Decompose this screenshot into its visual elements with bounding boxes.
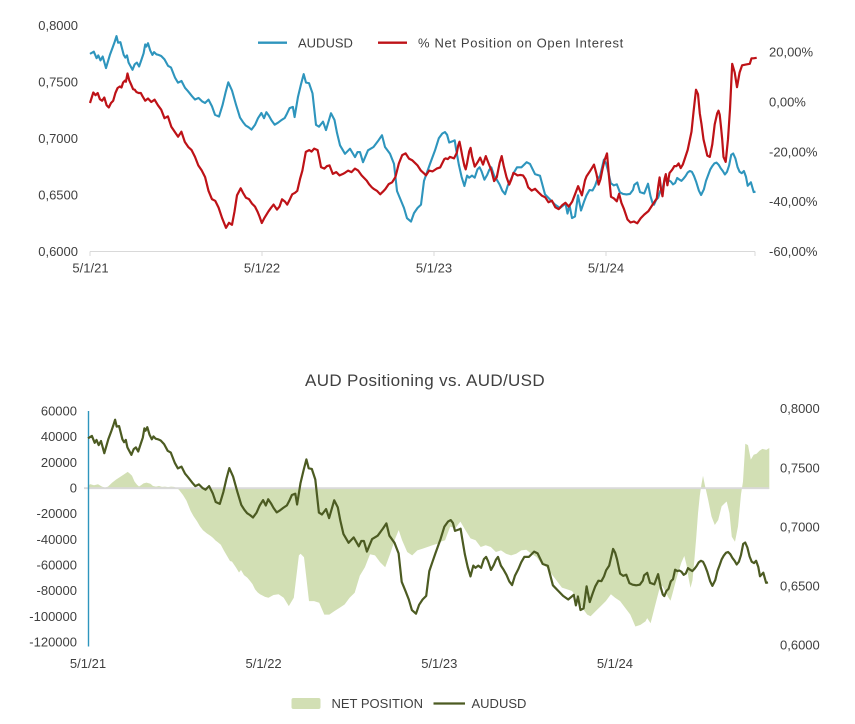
svg-text:0,00%: 0,00% <box>769 94 806 109</box>
svg-text:0,7000: 0,7000 <box>38 131 78 146</box>
svg-text:0,6500: 0,6500 <box>38 188 78 203</box>
svg-text:NET POSITION: NET POSITION <box>332 696 424 711</box>
svg-text:0,6000: 0,6000 <box>780 638 820 653</box>
svg-text:5/1/23: 5/1/23 <box>416 261 452 276</box>
svg-text:5/1/21: 5/1/21 <box>72 261 108 276</box>
svg-text:-80000: -80000 <box>37 583 77 598</box>
svg-text:0,7000: 0,7000 <box>780 519 820 534</box>
svg-text:60000: 60000 <box>41 404 77 419</box>
svg-text:-100000: -100000 <box>29 609 77 624</box>
svg-text:0,8000: 0,8000 <box>38 18 78 33</box>
svg-text:0,6000: 0,6000 <box>38 244 78 259</box>
svg-text:5/1/23: 5/1/23 <box>421 656 457 671</box>
svg-text:-60,00%: -60,00% <box>769 244 818 259</box>
svg-text:-20,00%: -20,00% <box>769 144 818 159</box>
svg-text:0,8000: 0,8000 <box>780 401 820 416</box>
svg-text:-40,00%: -40,00% <box>769 194 818 209</box>
svg-text:-60000: -60000 <box>37 557 77 572</box>
svg-text:5/1/24: 5/1/24 <box>597 656 633 671</box>
svg-text:20000: 20000 <box>41 455 77 470</box>
svg-text:0,7500: 0,7500 <box>780 460 820 475</box>
svg-text:20,00%: 20,00% <box>769 44 814 59</box>
svg-text:AUD Positioning vs. AUD/USD: AUD Positioning vs. AUD/USD <box>305 371 545 390</box>
svg-text:0: 0 <box>70 481 77 496</box>
svg-text:40000: 40000 <box>41 429 77 444</box>
svg-text:-120000: -120000 <box>29 634 77 649</box>
svg-text:AUDUSD: AUDUSD <box>472 696 527 711</box>
svg-text:-40000: -40000 <box>37 532 77 547</box>
svg-text:5/1/22: 5/1/22 <box>246 656 282 671</box>
svg-text:5/1/24: 5/1/24 <box>588 261 624 276</box>
svg-text:% Net Position on Open Interes: % Net Position on Open Interest <box>418 35 624 50</box>
svg-text:5/1/22: 5/1/22 <box>244 261 280 276</box>
svg-text:0,7500: 0,7500 <box>38 75 78 90</box>
svg-text:0,6500: 0,6500 <box>780 579 820 594</box>
svg-text:-20000: -20000 <box>37 506 77 521</box>
svg-text:5/1/21: 5/1/21 <box>70 656 106 671</box>
svg-text:AUDUSD: AUDUSD <box>298 35 353 50</box>
